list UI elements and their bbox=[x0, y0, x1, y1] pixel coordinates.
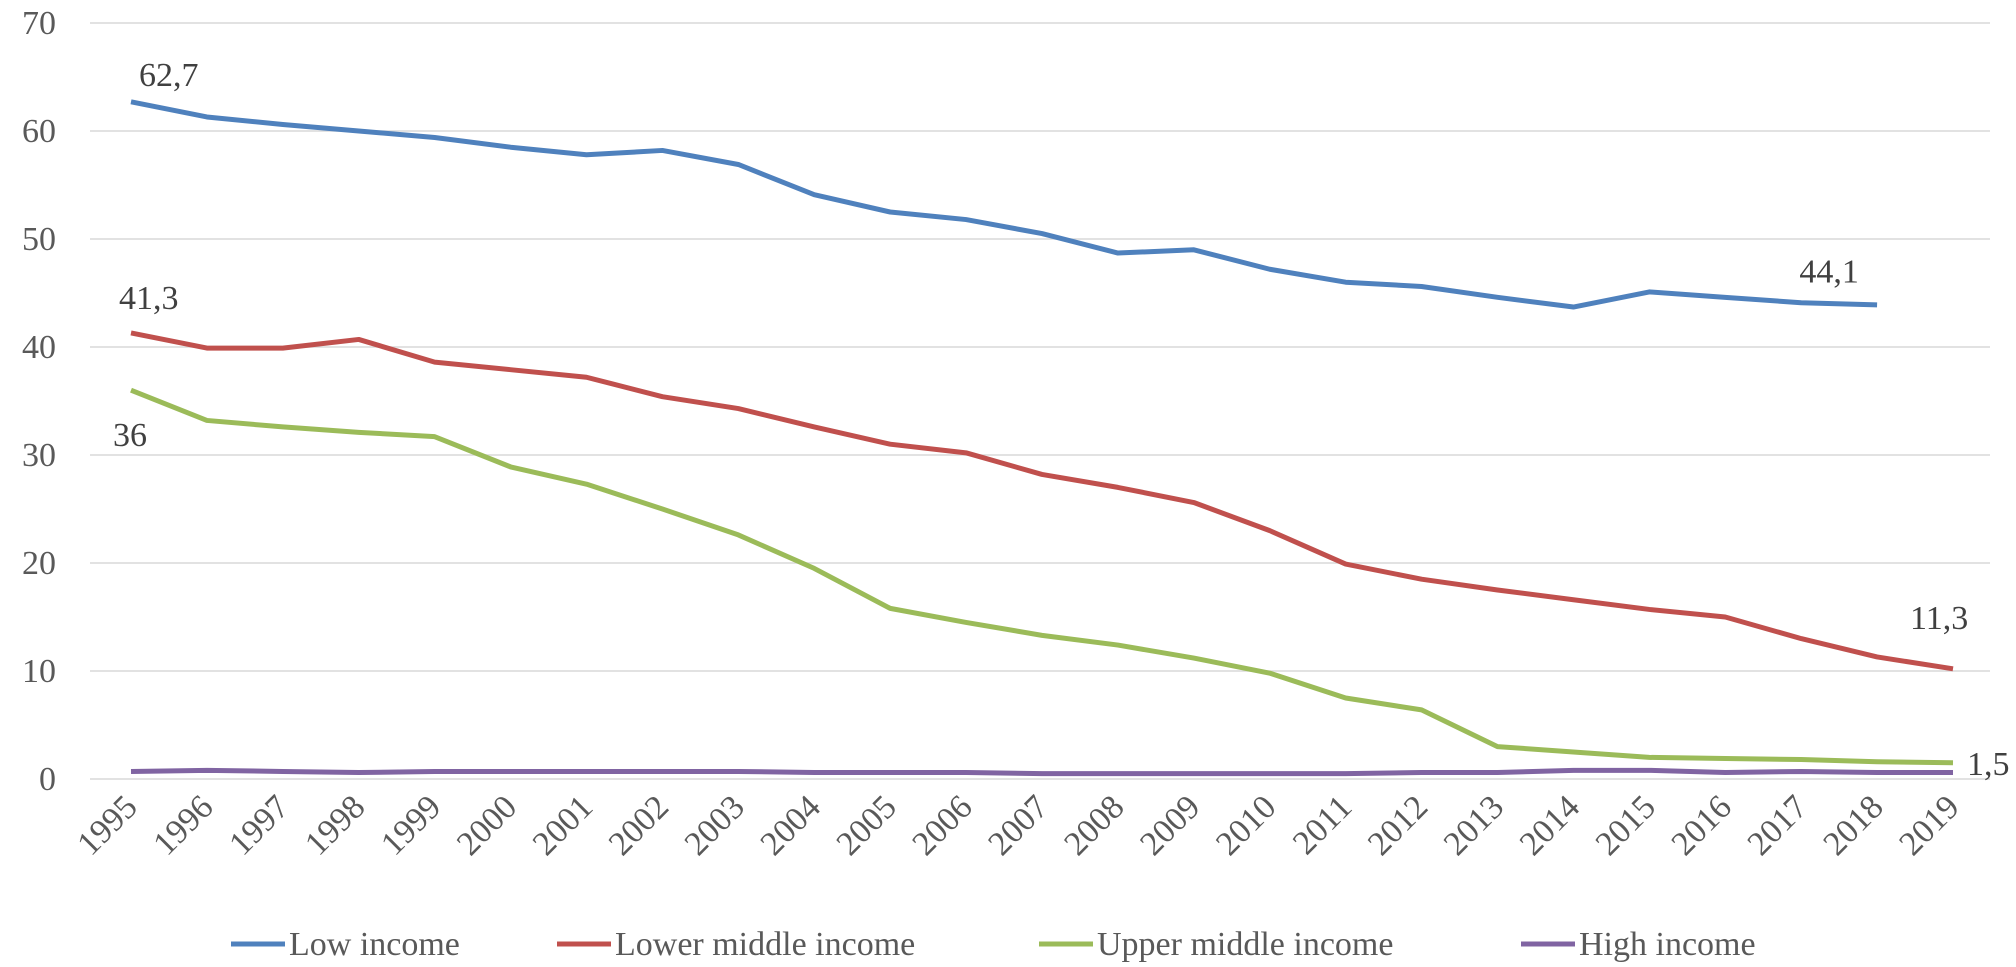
legend-label: Lower middle income bbox=[615, 926, 915, 963]
data-label: 36 bbox=[113, 417, 147, 454]
y-tick-label: 10 bbox=[22, 653, 56, 690]
x-tick-label: 2018 bbox=[1816, 788, 1890, 862]
x-tick-label: 2008 bbox=[1057, 788, 1131, 862]
x-tick-label: 2011 bbox=[1286, 788, 1359, 861]
x-tick-label: 1995 bbox=[70, 788, 144, 862]
data-label: 1,5 bbox=[1967, 746, 2010, 783]
y-tick-label: 0 bbox=[39, 761, 56, 798]
y-tick-label: 70 bbox=[22, 5, 56, 42]
x-tick-label: 2000 bbox=[450, 788, 524, 862]
x-tick-label: 2017 bbox=[1741, 788, 1815, 862]
x-tick-label: 2009 bbox=[1133, 788, 1207, 862]
y-tick-label: 60 bbox=[22, 113, 56, 150]
x-tick-label: 2012 bbox=[1361, 788, 1435, 862]
series-line bbox=[130, 99, 1878, 310]
x-tick-label: 1998 bbox=[298, 788, 372, 862]
x-tick-label: 2003 bbox=[678, 788, 752, 862]
x-tick-label: 1996 bbox=[146, 788, 220, 862]
x-tick-label: 2019 bbox=[1892, 788, 1966, 862]
series-line bbox=[130, 767, 1953, 777]
data-label: 11,3 bbox=[1910, 600, 1968, 637]
x-tick-label: 2006 bbox=[905, 788, 979, 862]
x-tick-label: 2004 bbox=[754, 788, 828, 862]
x-tick-label: 2013 bbox=[1437, 788, 1511, 862]
y-tick-label: 40 bbox=[22, 329, 56, 366]
y-tick-label: 20 bbox=[22, 545, 56, 582]
legend-label: Low income bbox=[289, 926, 460, 963]
data-label: 44,1 bbox=[1799, 254, 1859, 291]
x-tick-label: 2014 bbox=[1513, 788, 1587, 862]
y-tick-label: 50 bbox=[22, 221, 56, 258]
x-tick-label: 1997 bbox=[222, 788, 296, 862]
data-label: 62,7 bbox=[139, 57, 199, 94]
x-tick-label: 2015 bbox=[1589, 788, 1663, 862]
data-label: 41,3 bbox=[119, 280, 179, 317]
x-tick-label: 2002 bbox=[602, 788, 676, 862]
legend-label: Upper middle income bbox=[1097, 926, 1393, 963]
x-tick-label: 2016 bbox=[1665, 788, 1739, 862]
x-tick-label: 2010 bbox=[1209, 788, 1283, 862]
legend-label: High income bbox=[1579, 926, 1756, 963]
series-line bbox=[130, 330, 1954, 672]
x-tick-label: 2007 bbox=[981, 788, 1055, 862]
series-line bbox=[130, 387, 1954, 766]
x-tick-label: 2001 bbox=[526, 788, 600, 862]
y-tick-label: 30 bbox=[22, 437, 56, 474]
x-tick-label: 2005 bbox=[830, 788, 904, 862]
x-tick-label: 1999 bbox=[374, 788, 448, 862]
